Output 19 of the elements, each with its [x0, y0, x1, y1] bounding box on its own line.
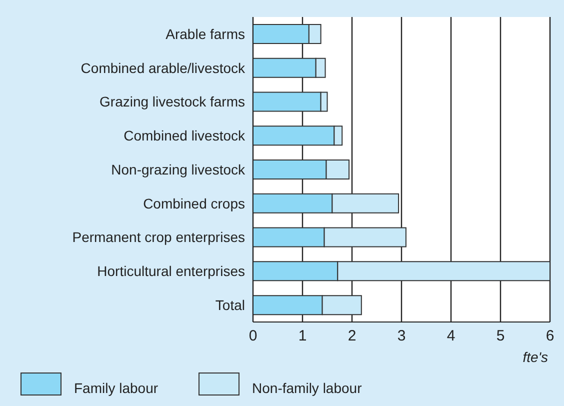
y-tick-label: Grazing livestock farms	[100, 94, 245, 110]
x-tick-label: 2	[348, 328, 356, 345]
y-tick-label: Combined arable/livestock	[80, 60, 246, 76]
x-tick-label: 0	[248, 328, 258, 345]
x-tick-label: 4	[446, 328, 456, 345]
y-tick-label: Arable farms	[166, 26, 245, 42]
x-tick-label: 3	[397, 328, 406, 345]
y-tick-label: Non-grazing livestock	[111, 161, 246, 178]
legend-label: Non-family labour	[252, 380, 362, 396]
y-tick-label: Horticultural enterprises	[97, 263, 245, 280]
x-axis-title: fte's	[522, 349, 548, 365]
y-tick-label: Total	[215, 297, 245, 314]
legend-label: Family labour	[74, 380, 158, 396]
y-tick-label: Combined crops	[143, 195, 245, 212]
x-tick-label: 5	[496, 328, 505, 345]
y-tick-label: Permanent crop enterprises	[72, 229, 245, 246]
x-tick-label: 1	[298, 328, 307, 345]
x-tick-label: 6	[546, 328, 554, 345]
y-tick-label: Combined livestock	[124, 128, 246, 144]
